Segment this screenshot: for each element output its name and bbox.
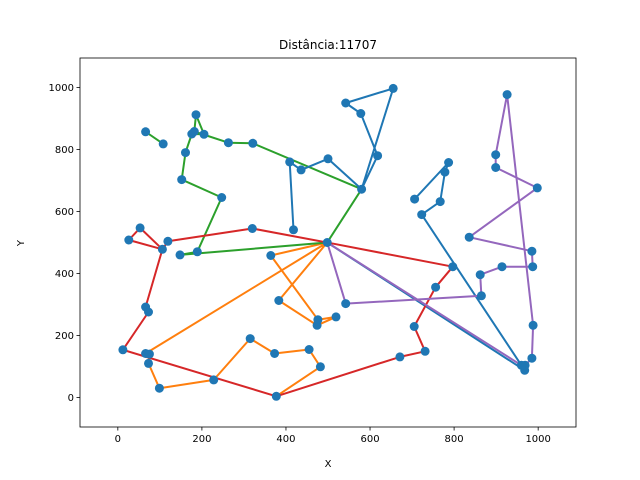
city-point — [209, 375, 219, 385]
city-point — [476, 291, 486, 301]
city-point — [175, 250, 185, 260]
chart-title: Distância:11707 — [279, 38, 377, 52]
city-point — [189, 127, 199, 136]
city-point — [245, 334, 255, 344]
city-point — [417, 210, 427, 220]
city-point — [373, 151, 383, 161]
city-point — [448, 262, 458, 272]
city-point — [341, 299, 351, 309]
city-point — [356, 109, 366, 118]
y-tick-label: 1000 — [49, 83, 74, 94]
city-point — [271, 391, 281, 401]
city-point — [274, 296, 284, 305]
route-line-2 — [344, 87, 395, 191]
y-tick-label: 200 — [55, 331, 74, 342]
city-point — [144, 358, 153, 368]
city-point — [532, 183, 542, 193]
city-point — [464, 232, 474, 242]
city-point — [395, 352, 405, 362]
city-point — [440, 167, 450, 177]
plot-area — [118, 83, 542, 401]
city-point — [444, 158, 454, 167]
y-tick-label: 400 — [55, 269, 74, 280]
x-tick-label: 0 — [115, 434, 121, 445]
city-point — [158, 139, 168, 149]
city-point — [191, 110, 201, 120]
city-point — [435, 197, 445, 207]
city-point — [223, 138, 233, 148]
city-point — [491, 150, 501, 160]
city-point — [491, 163, 501, 172]
city-point — [527, 353, 537, 363]
city-point — [315, 362, 325, 372]
city-point — [322, 238, 332, 247]
city-point — [410, 194, 420, 204]
city-point — [528, 320, 538, 330]
city-point — [199, 129, 209, 139]
city-point — [289, 225, 298, 235]
city-point — [502, 90, 512, 100]
city-point — [313, 315, 323, 325]
city-point — [270, 349, 280, 358]
city-point — [217, 193, 227, 202]
x-tick-label: 400 — [276, 434, 295, 445]
city-point — [304, 345, 314, 354]
y-tick-label: 600 — [55, 207, 74, 218]
x-tick-label: 600 — [360, 434, 379, 445]
y-tick-label: 0 — [68, 393, 74, 404]
city-point — [266, 251, 276, 260]
city-point — [248, 138, 258, 148]
city-point — [409, 322, 419, 331]
city-point — [431, 282, 441, 292]
city-point — [475, 270, 485, 280]
city-point — [331, 312, 341, 322]
city-point — [135, 223, 145, 233]
city-point — [163, 236, 173, 246]
city-point — [388, 83, 398, 93]
city-point — [420, 346, 430, 356]
city-point — [341, 98, 351, 108]
city-point — [144, 307, 153, 317]
y-axis-label: Y — [16, 239, 27, 247]
x-tick-label: 200 — [192, 434, 211, 445]
city-point — [285, 157, 295, 167]
x-tick-label: 800 — [445, 434, 464, 445]
x-axis-ticks: 0 200 400 600 800 1000 — [115, 427, 551, 445]
city-point — [177, 175, 187, 185]
city-point — [124, 235, 134, 245]
city-point — [527, 246, 537, 256]
city-point — [497, 262, 507, 272]
city-point — [323, 154, 333, 164]
city-point — [357, 184, 367, 194]
city-point — [296, 165, 306, 175]
y-tick-label: 800 — [55, 145, 74, 156]
city-point — [247, 224, 257, 233]
city-point — [154, 383, 164, 393]
city-point — [181, 148, 190, 158]
city-point — [528, 262, 538, 272]
city-point — [144, 349, 154, 359]
x-axis-label: X — [325, 459, 332, 470]
y-axis-ticks: 0 200 400 600 800 1000 — [49, 83, 80, 404]
city-point — [192, 247, 202, 257]
city-point — [141, 127, 151, 137]
city-point — [118, 345, 128, 355]
axes-frame — [79, 57, 577, 428]
city-point — [157, 244, 167, 254]
city-point — [516, 360, 526, 370]
x-tick-label: 1000 — [525, 434, 550, 445]
